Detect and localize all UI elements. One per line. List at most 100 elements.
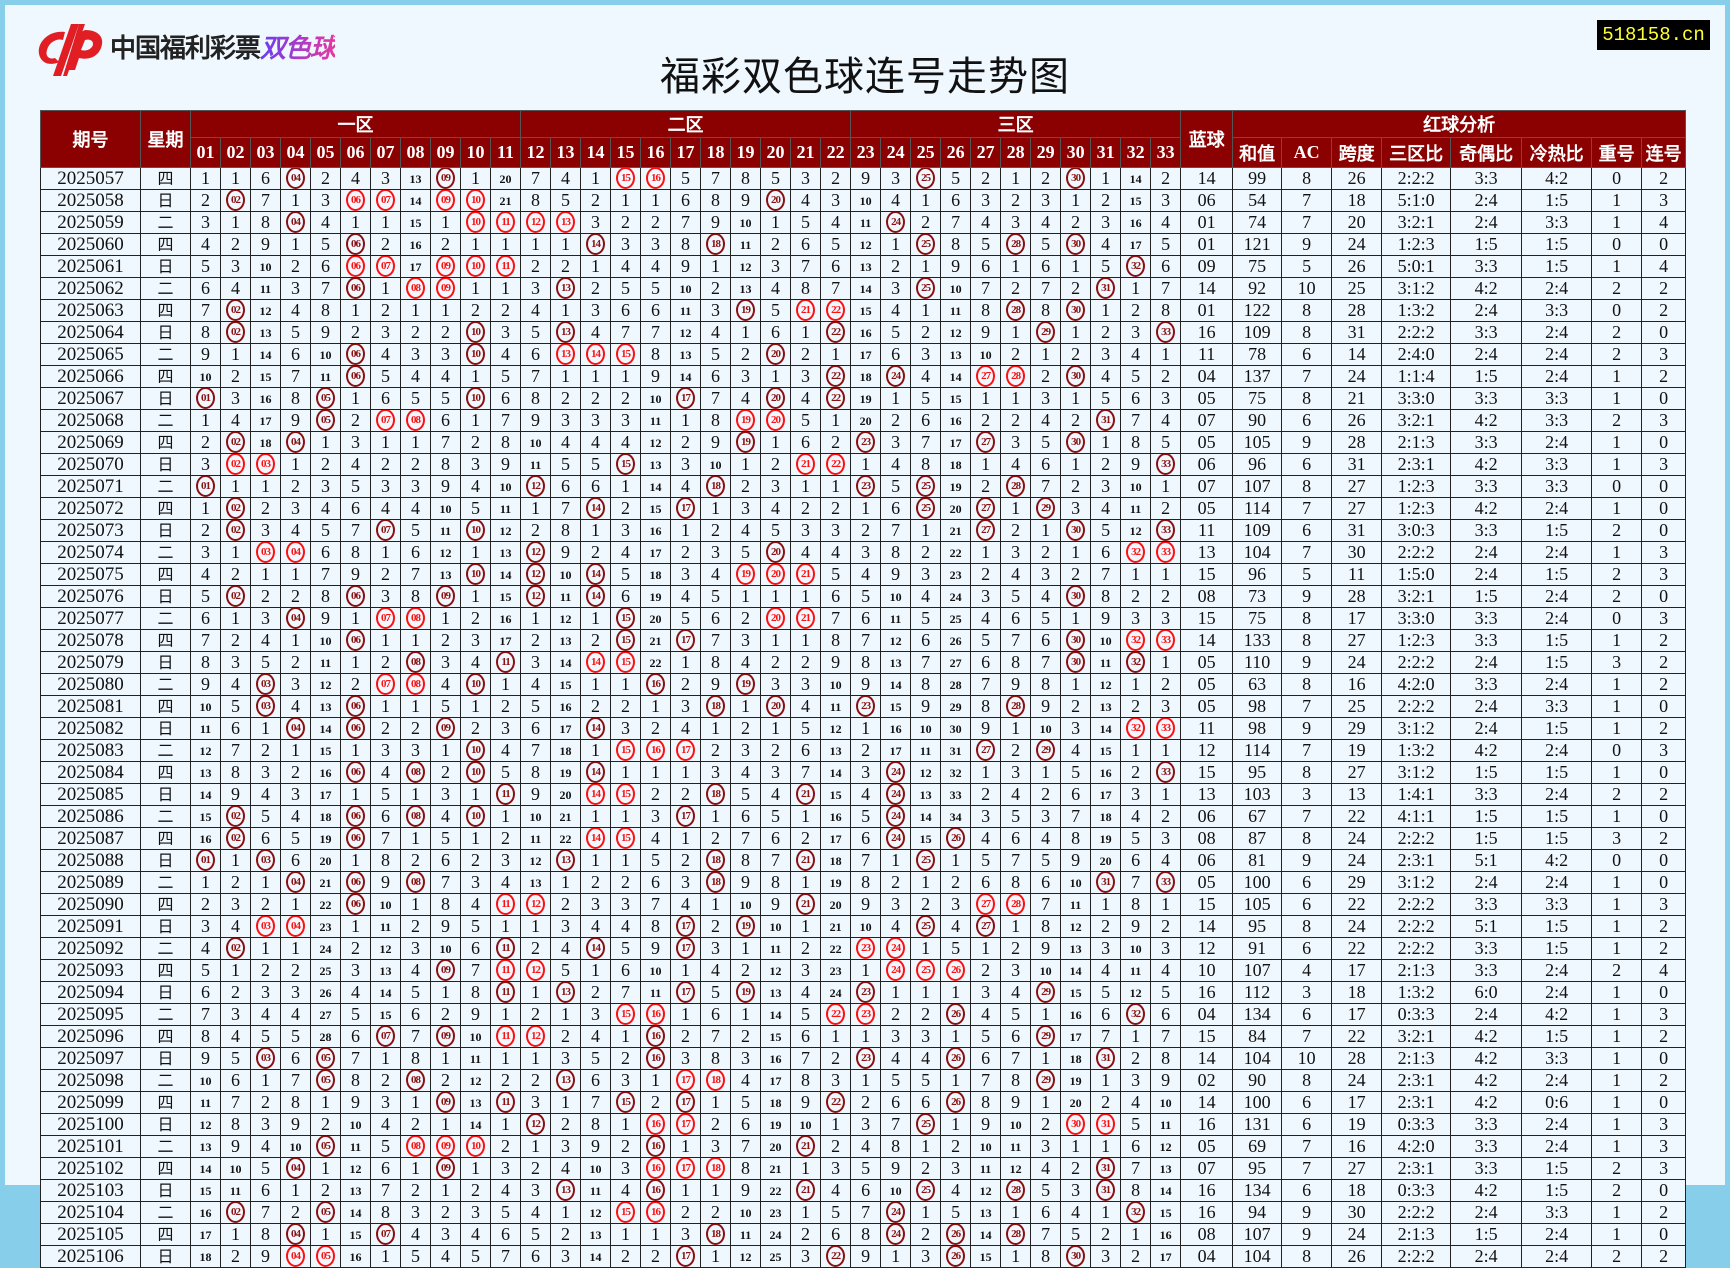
omission-cell: 14 xyxy=(250,343,281,366)
omission-cell: 2 xyxy=(280,761,311,784)
omission-cell: 2 xyxy=(1120,585,1152,608)
span-value: 31 xyxy=(1331,519,1383,542)
omission-value: 10 xyxy=(379,898,392,912)
span-value: 20 xyxy=(1331,211,1383,234)
consecutive-red-ball: 08 xyxy=(406,608,425,629)
omission-cell: 13 xyxy=(250,321,281,344)
omission-cell: 10 xyxy=(820,673,852,696)
omission-cell: 3 xyxy=(520,1179,552,1202)
red-hit-cell: 28 xyxy=(1000,299,1032,322)
omission-value: 13 xyxy=(889,656,902,670)
omission-cell: 10 xyxy=(730,893,762,916)
omission-cell: 1 xyxy=(1150,475,1182,498)
omission-cell: 3 xyxy=(1060,1179,1092,1202)
hot-cold-ratio: 2:4 xyxy=(1521,981,1593,1004)
blue-ball: 13 xyxy=(1180,541,1234,564)
omission-value: 28 xyxy=(949,678,962,692)
omission-cell: 16 xyxy=(340,1245,371,1268)
omission-cell: 1 xyxy=(280,233,311,256)
omission-cell: 9 xyxy=(970,717,1002,740)
omission-cell: 2 xyxy=(820,1047,852,1070)
omission-cell: 9 xyxy=(430,475,461,498)
header-red-28: 28 xyxy=(1000,137,1032,168)
repeat-count: 1 xyxy=(1591,1069,1643,1092)
omission-cell: 2 xyxy=(370,233,401,256)
omission-value: 18 xyxy=(259,436,272,450)
omission-cell: 5 xyxy=(400,519,431,542)
omission-value: 10 xyxy=(1159,1096,1172,1110)
omission-cell: 18 xyxy=(250,431,281,454)
red-hit-cell: 21 xyxy=(790,563,822,586)
blue-ball: 09 xyxy=(1180,255,1234,278)
omission-cell: 4 xyxy=(760,277,792,300)
issue-number: 2025098 xyxy=(40,1069,141,1092)
draw-row: 2025073 日 2 02 3 4 5 7 07 5 11 10 12 2 8 1 3 16 1 2 4 5 3 3 2 7 1 2… xyxy=(40,519,1687,542)
omission-value: 11 xyxy=(919,744,932,758)
blue-ball: 07 xyxy=(1180,475,1234,498)
red-hit-cell: 08 xyxy=(400,409,431,432)
omission-cell: 7 xyxy=(340,1047,371,1070)
header-red-07: 07 xyxy=(370,137,401,168)
span-value: 19 xyxy=(1331,1113,1383,1136)
red-hit-cell: 10 xyxy=(460,805,491,828)
omission-value: 17 xyxy=(1099,788,1112,802)
header-red-02: 02 xyxy=(220,137,251,168)
omission-value: 16 xyxy=(409,238,422,252)
omission-cell: 12 xyxy=(760,959,792,982)
omission-cell: 7 xyxy=(520,365,552,388)
consecutive-count: 0 xyxy=(1641,475,1687,498)
omission-cell: 11 xyxy=(520,453,552,476)
red-hit-cell: 22 xyxy=(820,1091,852,1114)
omission-value: 10 xyxy=(859,194,872,208)
omission-value: 12 xyxy=(649,436,662,450)
omission-value: 16 xyxy=(259,392,272,406)
omission-cell: 6 xyxy=(880,497,912,520)
odd-even-ratio: 5:1 xyxy=(1450,915,1523,938)
consecutive-count: 2 xyxy=(1641,1069,1687,1092)
weekday: 四 xyxy=(140,893,191,916)
omission-cell: 2 xyxy=(790,497,822,520)
omission-cell: 1 xyxy=(730,321,762,344)
red-hit-cell: 08 xyxy=(400,607,431,630)
consecutive-red-ball: 09 xyxy=(436,256,455,277)
omission-cell: 3 xyxy=(430,783,461,806)
odd-even-ratio: 3:3 xyxy=(1450,893,1523,916)
omission-cell: 1 xyxy=(1120,277,1152,300)
omission-value: 18 xyxy=(199,1250,212,1264)
issue-number: 2025095 xyxy=(40,1003,141,1026)
red-ball-hit: 29 xyxy=(1036,740,1056,761)
header-span: 跨度 xyxy=(1331,137,1383,168)
blue-ball: 15 xyxy=(1180,1025,1234,1048)
omission-cell: 5 xyxy=(940,1201,972,1224)
issue-number: 2025071 xyxy=(40,475,141,498)
blue-ball: 05 xyxy=(1180,695,1234,718)
span-value: 24 xyxy=(1331,849,1383,872)
span-value: 18 xyxy=(1331,189,1383,212)
omission-cell: 6 xyxy=(850,827,882,850)
omission-cell: 2 xyxy=(730,475,762,498)
omission-cell: 2 xyxy=(250,959,281,982)
omission-cell: 7 xyxy=(880,1113,912,1136)
omission-cell: 8 xyxy=(250,1223,281,1246)
header-red-08: 08 xyxy=(400,137,431,168)
red-hit-cell: 32 xyxy=(1120,541,1152,564)
omission-cell: 4 xyxy=(250,629,281,652)
omission-cell: 8 xyxy=(1030,1245,1062,1268)
ac-value: 6 xyxy=(1281,937,1333,960)
red-hit-cell: 33 xyxy=(1150,629,1182,652)
omission-value: 16 xyxy=(499,612,512,626)
red-ball-hit: 28 xyxy=(1006,696,1026,717)
omission-cell: 7 xyxy=(220,1091,251,1114)
red-hit-cell: 28 xyxy=(1000,893,1032,916)
red-ball-hit: 02 xyxy=(226,432,245,453)
omission-cell: 4 xyxy=(400,497,431,520)
omission-cell: 1 xyxy=(670,1003,702,1026)
omission-cell: 3 xyxy=(1090,937,1122,960)
header-analysis: 红球分析 xyxy=(1232,110,1687,138)
omission-value: 12 xyxy=(559,612,572,626)
repeat-count: 0 xyxy=(1591,849,1643,872)
omission-cell: 6 xyxy=(640,871,672,894)
omission-cell: 3 xyxy=(1000,959,1032,982)
draw-row: 2025085 日 14 9 4 3 17 1 5 1 3 1 11 9 20 14 15 2 2 18 5 4 21 15 4… xyxy=(40,783,1687,806)
red-hit-cell: 09 xyxy=(430,1025,461,1048)
